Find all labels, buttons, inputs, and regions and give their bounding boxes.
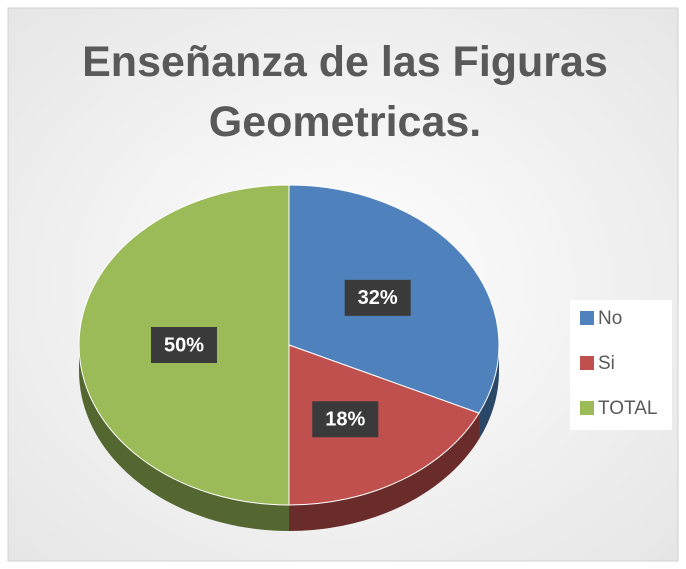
data-label-box [151,327,217,363]
legend-label: TOTAL [598,398,657,419]
legend-label: No [598,308,622,329]
slice-side [79,345,289,531]
slice-side [479,345,499,440]
slice [288,344,480,506]
legend-swatch [580,356,594,370]
slice-side [289,413,480,531]
legend-label: Si [598,353,615,374]
data-label: 18% [325,409,365,431]
data-label-box [312,401,379,438]
data-label-box [344,279,411,316]
legend-swatch [580,311,594,325]
data-label: 32% [358,287,398,309]
chart-title: Enseñanza de las Figuras Geometricas. [82,38,608,146]
legend-swatch [580,401,594,415]
data-label: 50% [164,334,204,356]
